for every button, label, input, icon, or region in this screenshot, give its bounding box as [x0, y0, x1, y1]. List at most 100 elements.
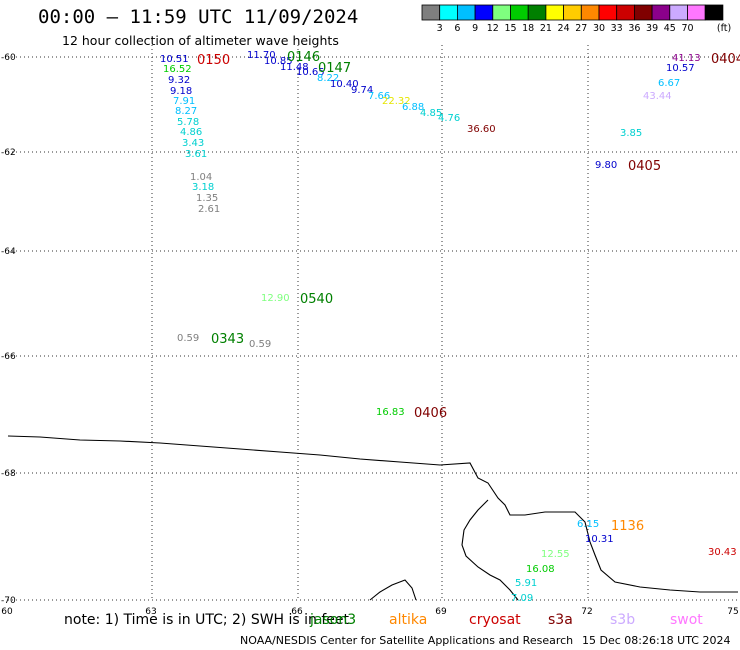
wave-height-label: 10.31 [585, 534, 614, 545]
scale-tick-label: 12 [487, 23, 499, 34]
wave-height-label: 3.85 [620, 128, 642, 139]
wave-height-label: 12.90 [261, 293, 290, 304]
pass-time-label: 0150 [197, 53, 230, 68]
lon-tick-label: 72 [581, 607, 592, 617]
scale-tick-label: 6 [454, 23, 460, 34]
wave-height-label: 6.67 [658, 78, 680, 89]
wave-height-label: 7.91 [173, 96, 195, 107]
wave-height-label: 11.70 [247, 50, 276, 61]
page-subtitle: 12 hour collection of altimeter wave hei… [62, 33, 339, 48]
lat-tick-label: -60 [1, 53, 16, 63]
wave-height-label: 3.43 [182, 138, 204, 149]
scale-unit: (ft) [717, 23, 731, 34]
wave-height-label: 4.86 [180, 127, 202, 138]
wave-height-label: 16.08 [526, 564, 555, 575]
wave-height-label: 16.83 [376, 407, 405, 418]
wave-height-label: 6.15 [577, 519, 599, 530]
satellite-legend-altika: altika [389, 612, 428, 628]
scale-tick-label: 33 [611, 23, 623, 34]
page-title: 00:00 – 11:59 UTC 11/09/2024 [38, 6, 359, 28]
wave-height-label: 9.74 [351, 85, 373, 96]
pass-time-label: 0343 [211, 332, 244, 347]
wave-height-label: 22.32 [382, 96, 411, 107]
satellite-legend-cryosat: cryosat [469, 612, 521, 628]
wave-height-label: 0.59 [177, 333, 199, 344]
lon-tick-label: 66 [291, 607, 303, 617]
scale-tick-label: 45 [664, 23, 676, 34]
wave-height-label: 6.88 [402, 102, 424, 113]
satellite-legend-jason3: jason3 [310, 612, 357, 628]
wave-height-label: 7.09 [511, 593, 533, 604]
satellite-legend-s3b: s3b [610, 612, 636, 628]
scale-tick-label: 9 [472, 23, 478, 34]
pass-time-label: 1136 [611, 519, 644, 534]
scale-tick-label: 21 [540, 23, 552, 34]
scale-tick-label: 15 [504, 23, 516, 34]
wave-height-label: 9.18 [170, 86, 192, 97]
scale-swatch [704, 4, 724, 21]
wave-height-label: 7.66 [368, 91, 390, 102]
wave-height-label: 3.61 [185, 149, 207, 160]
scale-tick-label: 30 [593, 23, 605, 34]
graticule [8, 45, 740, 601]
wave-height-label: 43.44 [643, 91, 672, 102]
scale-tick-label: 27 [575, 23, 587, 34]
wave-height-label: 2.61 [198, 204, 220, 215]
wave-height-label: 8.22 [317, 73, 339, 84]
pass-time-label: 0540 [300, 292, 333, 307]
wave-height-label: 5.91 [515, 578, 537, 589]
coastline [7, 435, 738, 601]
credit-date: 15 Dec 08:26:18 UTC 2024 [582, 634, 731, 647]
color-scale-legend: 3 6 9 12 15 18 21 24 27 30 33 36 39 45 70 (ft) [421, 4, 731, 34]
coastline-island-path [369, 579, 417, 601]
wave-height-label: 12.55 [541, 549, 570, 560]
axis-ticks: 60 63 66 69 72 75 -60 -62 -64 -66 -68 -70 [1, 53, 739, 617]
lat-tick-label: -66 [1, 352, 16, 362]
wave-height-label: 1.04 [190, 172, 212, 183]
wave-height-label: 5.78 [177, 117, 199, 128]
pass-time-label: 0147 [318, 61, 351, 76]
wave-height-label: 10.40 [330, 79, 359, 90]
wave-height-label: 30.43 [708, 547, 737, 558]
wave-height-label: 10.65 [296, 67, 325, 78]
lon-tick-label: 63 [145, 607, 156, 617]
wave-height-label: 10.57 [666, 63, 695, 74]
lat-tick-label: -64 [1, 247, 16, 257]
wave-height-label: 10.51 [160, 54, 189, 65]
footnote: note: 1) Time is in UTC; 2) SWH is in fe… [64, 612, 350, 628]
pass-time-label: 0405 [628, 159, 661, 174]
scale-tick-label: 18 [522, 23, 534, 34]
satellite-legend-swot: swot [670, 612, 703, 628]
wave-height-label: 3.18 [192, 182, 214, 193]
lon-tick-label: 69 [435, 607, 447, 617]
scale-tick-label: 36 [628, 23, 640, 34]
wave-height-label: 8.27 [175, 106, 197, 117]
lon-tick-label: 60 [1, 607, 13, 617]
wave-height-label: 10.85 [264, 56, 293, 67]
wave-height-label: 16.52 [163, 64, 192, 75]
wave-height-label: 11.48 [280, 62, 309, 73]
lat-tick-label: -68 [1, 469, 16, 479]
wave-height-label: 41.13 [672, 53, 701, 64]
scale-tick-label: 24 [558, 23, 570, 34]
pass-time-label: 0406 [414, 406, 447, 421]
lon-tick-label: 75 [727, 607, 738, 617]
lat-tick-label: -62 [1, 148, 16, 158]
wave-height-label: 0.59 [249, 339, 271, 350]
observation-layer: 10.5116.529.329.187.918.275.784.863.433.… [160, 50, 737, 604]
credit-line: NOAA/NESDIS Center for Satellite Applica… [240, 634, 574, 647]
scale-tick-label: 3 [437, 23, 443, 34]
coastline-inlet-path [461, 499, 519, 601]
pass-time-label: 0404 [711, 52, 740, 67]
wave-height-label: 9.32 [168, 75, 190, 86]
wave-height-label: 4.85 [420, 108, 442, 119]
wave-height-label: 4.76 [438, 113, 460, 124]
scale-tick-label: 70 [681, 23, 693, 34]
coastline-path [7, 435, 738, 593]
wave-height-label: 9.80 [595, 160, 617, 171]
lat-tick-label: -70 [1, 596, 16, 606]
wave-height-label: 36.60 [467, 124, 496, 135]
